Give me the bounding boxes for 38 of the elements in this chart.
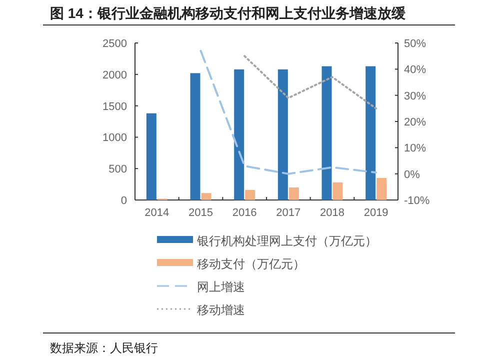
y-tick-label: 500	[108, 164, 127, 176]
chart-title: 图 14：银行业金融机构移动支付和网上支付业务增速放缓	[50, 5, 406, 21]
legend-label: 移动增速	[197, 303, 245, 317]
y-tick-label: 0	[120, 195, 127, 207]
y2-tick-label: 50%	[404, 38, 426, 50]
line-series	[200, 50, 378, 175]
x-tick-label: 2015	[188, 207, 213, 219]
y-tick-label: 1500	[102, 100, 127, 113]
x-tick-label: 2019	[364, 207, 388, 219]
bar	[201, 193, 212, 200]
bar	[190, 73, 200, 200]
y-tick-label: 2000	[102, 69, 127, 82]
y2-tick-label: 30%	[404, 90, 426, 102]
y-tick-label: 1000	[102, 132, 127, 144]
y-tick-label: 2500	[102, 38, 127, 50]
bar	[278, 69, 288, 200]
y2-tick-label: -10%	[404, 195, 430, 207]
bar	[146, 113, 156, 200]
bar	[332, 182, 343, 200]
legend-label: 网上增速	[197, 280, 245, 294]
y2-tick-label: 20%	[404, 116, 426, 128]
legend-label: 移动支付（万亿元）	[197, 257, 305, 271]
bar	[322, 66, 332, 200]
bar	[288, 187, 299, 200]
bar	[366, 66, 376, 200]
x-tick-label: 2018	[320, 207, 344, 219]
bar	[376, 178, 387, 200]
bar	[234, 69, 244, 200]
y2-tick-label: 0%	[404, 168, 420, 181]
x-tick-label: 2016	[232, 207, 257, 219]
legend-label: 银行机构处理网上支付（万亿元）	[196, 234, 377, 248]
x-tick-label: 2014	[144, 207, 170, 219]
x-tick-label: 2017	[276, 207, 301, 219]
source-note: 数据来源：人民银行	[50, 341, 158, 355]
y2-tick-label: 40%	[404, 64, 426, 76]
bar	[245, 190, 256, 200]
y2-tick-label: 10%	[404, 142, 426, 155]
line-series	[244, 55, 378, 110]
